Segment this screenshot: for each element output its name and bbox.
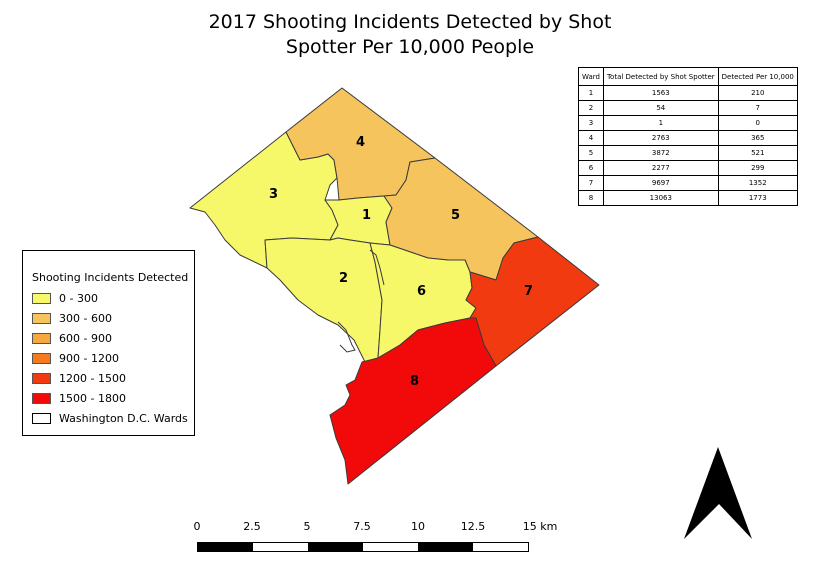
table-row: 4 2763 365 <box>578 130 798 146</box>
table-cell: 4 <box>578 130 604 146</box>
table-cell: 299 <box>717 160 798 176</box>
table-cell: 13063 <box>602 190 719 206</box>
legend-swatch <box>32 392 51 404</box>
legend-item: 600 - 900 <box>32 328 194 348</box>
ward-2-area[interactable] <box>264 237 383 363</box>
table-header-cell: Ward <box>578 67 604 86</box>
table-row: 8 13063 1773 <box>578 190 798 206</box>
legend-boundary-swatch <box>32 412 51 424</box>
scale-tick-label: 2.5 <box>243 520 261 533</box>
legend-label: 1500 - 1800 <box>59 391 126 405</box>
table-cell: 5 <box>578 145 604 161</box>
legend-label: 1200 - 1500 <box>59 371 126 385</box>
table-cell: 210 <box>717 85 798 101</box>
ward-label-7: 7 <box>524 284 533 299</box>
legend-swatch <box>32 332 51 344</box>
scale-tick-label: 12.5 <box>460 520 486 533</box>
table-row: 2 54 7 <box>578 100 798 116</box>
legend-item: 300 - 600 <box>32 308 194 328</box>
legend-label: Washington D.C. Wards <box>59 411 188 425</box>
table-cell: 1773 <box>717 190 798 206</box>
scale-tick-label: 0 <box>193 520 201 533</box>
scale-segment <box>473 543 528 551</box>
table-cell: 2277 <box>602 160 719 176</box>
legend-swatch <box>32 312 51 324</box>
table-cell: 365 <box>717 130 798 146</box>
table-row: 7 9697 1352 <box>578 175 798 191</box>
legend-item: 900 - 1200 <box>32 348 194 368</box>
table-cell: 2 <box>578 100 604 116</box>
table-cell: 1 <box>578 85 604 101</box>
legend-swatch <box>32 352 51 364</box>
legend-label: 900 - 1200 <box>59 351 119 365</box>
scale-tick-label: 7.5 <box>353 520 371 533</box>
legend-label: 300 - 600 <box>59 311 112 325</box>
legend-item: 1200 - 1500 <box>32 368 194 388</box>
table-cell: 8 <box>578 190 604 206</box>
legend-label: 0 - 300 <box>59 291 98 305</box>
table-cell: 1352 <box>717 175 798 191</box>
legend-swatch <box>32 372 51 384</box>
ward-label-3: 3 <box>269 187 278 202</box>
ward-label-4: 4 <box>356 135 365 150</box>
table-header-row: Ward Total Detected by Shot Spotter Dete… <box>578 67 798 86</box>
table-row: 5 3872 521 <box>578 145 798 161</box>
scale-tick-label: 5 <box>303 520 311 533</box>
scale-segment <box>363 543 418 551</box>
table-cell: 54 <box>602 100 719 116</box>
table-cell: 9697 <box>602 175 719 191</box>
ward-label-6: 6 <box>417 284 426 299</box>
ward-boundary-line <box>337 321 356 353</box>
map-title-line-2: Spotter Per 10,000 People <box>285 36 535 58</box>
legend-label: 600 - 900 <box>59 331 112 345</box>
table-cell: 3872 <box>602 145 719 161</box>
ward-label-5: 5 <box>451 208 460 223</box>
table-row: 6 2277 299 <box>578 160 798 176</box>
scale-segment <box>308 543 363 551</box>
ward-label-2: 2 <box>339 271 348 286</box>
scale-tick-label: 15 km <box>522 520 558 533</box>
scale-segment <box>198 543 253 551</box>
table-header-cell: Total Detected by Shot Spotter <box>602 67 719 86</box>
legend-item: 1500 - 1800 <box>32 388 194 408</box>
table-row: 1 1563 210 <box>578 85 798 101</box>
table-cell: 1563 <box>602 85 719 101</box>
table-header-cell: Detected Per 10,000 <box>717 67 798 86</box>
table-cell: 7 <box>578 175 604 191</box>
table-cell: 2763 <box>602 130 719 146</box>
ward-label-1: 1 <box>362 208 371 223</box>
ward-8-area[interactable] <box>329 317 497 485</box>
scale-segment <box>253 543 308 551</box>
table-cell: 0 <box>717 115 798 131</box>
map-title: 2017 Shooting Incidents Detected by Shot… <box>150 10 670 60</box>
ward-labels: 1 2 3 4 5 6 7 8 <box>269 135 533 389</box>
map-legend: Shooting Incidents Detected 0 - 300 300 … <box>22 250 195 436</box>
legend-item: Washington D.C. Wards <box>32 408 194 428</box>
scale-bar-segments <box>197 542 529 552</box>
legend-title: Shooting Incidents Detected <box>32 271 189 284</box>
map-title-line-1: 2017 Shooting Incidents Detected by Shot <box>208 11 612 33</box>
table-cell: 7 <box>717 100 798 116</box>
legend-swatch <box>32 292 51 304</box>
table-cell: 521 <box>717 145 798 161</box>
table-cell: 6 <box>578 160 604 176</box>
scale-segment <box>418 543 473 551</box>
scale-tick-label: 10 <box>411 520 425 533</box>
table-cell: 1 <box>602 115 719 131</box>
ward-boundary-line <box>369 249 385 286</box>
table-cell: 3 <box>578 115 604 131</box>
ward-data-table: Ward Total Detected by Shot Spotter Dete… <box>578 67 798 206</box>
ward-label-8: 8 <box>410 374 419 389</box>
legend-item: 0 - 300 <box>32 288 194 308</box>
north-arrow-icon <box>684 447 752 539</box>
